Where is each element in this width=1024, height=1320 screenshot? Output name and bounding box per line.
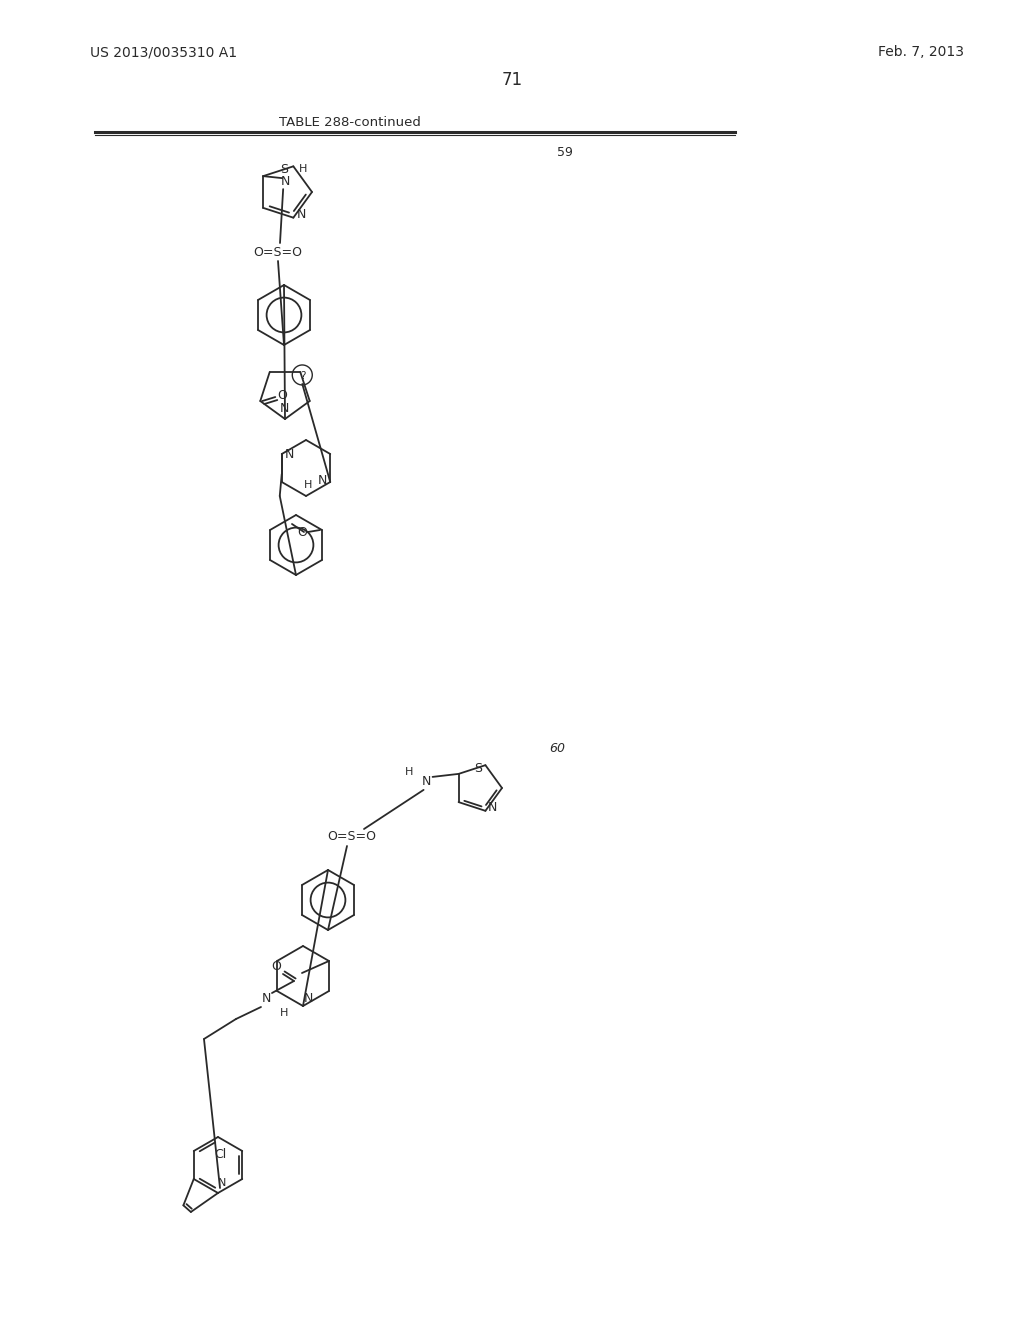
Text: Cl: Cl	[214, 1147, 226, 1160]
Text: O=S=O: O=S=O	[328, 830, 377, 843]
Text: H: H	[299, 164, 307, 174]
Text: 59: 59	[557, 147, 573, 160]
Text: N: N	[280, 403, 289, 416]
Text: O: O	[297, 527, 307, 540]
Text: N: N	[218, 1177, 226, 1188]
Text: N: N	[303, 991, 312, 1005]
Text: N: N	[422, 775, 431, 788]
Text: H: H	[404, 767, 413, 777]
Text: N: N	[261, 993, 270, 1006]
Text: O: O	[278, 388, 287, 401]
Text: 71: 71	[502, 71, 522, 88]
Text: N: N	[297, 209, 306, 222]
Text: US 2013/0035310 A1: US 2013/0035310 A1	[90, 45, 238, 59]
Text: H: H	[280, 1008, 288, 1018]
Text: S: S	[281, 162, 289, 176]
Text: S: S	[474, 762, 482, 775]
Text: 60: 60	[549, 742, 565, 755]
Text: H: H	[304, 480, 312, 490]
Text: O=S=O: O=S=O	[254, 246, 302, 259]
Text: Feb. 7, 2013: Feb. 7, 2013	[878, 45, 964, 59]
Text: N: N	[281, 174, 290, 187]
Text: O: O	[271, 960, 281, 973]
Text: ?: ?	[300, 371, 306, 381]
Text: TABLE 288-continued: TABLE 288-continued	[280, 116, 421, 128]
Text: N: N	[317, 474, 327, 487]
Text: N: N	[487, 801, 497, 814]
Text: N: N	[285, 447, 295, 461]
